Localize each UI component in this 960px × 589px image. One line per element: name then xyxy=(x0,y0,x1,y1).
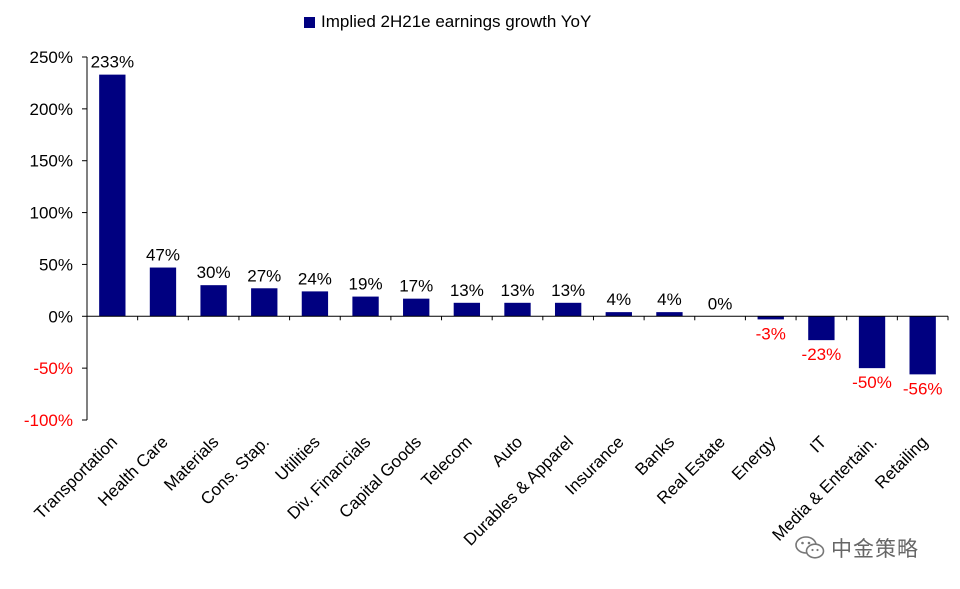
data-label: -50% xyxy=(852,373,892,392)
x-tick-label: Telecom xyxy=(417,432,475,490)
bar xyxy=(352,296,379,317)
data-label: 24% xyxy=(298,269,332,288)
data-label: 233% xyxy=(91,53,134,72)
x-tick-label: Energy xyxy=(728,432,780,484)
wechat-icon xyxy=(795,536,825,559)
data-label: 19% xyxy=(349,275,383,294)
legend-swatch xyxy=(304,16,315,28)
bar xyxy=(808,316,835,341)
legend: Implied 2H21e earnings growth YoY xyxy=(304,11,591,33)
data-label: 17% xyxy=(399,277,433,296)
data-label: 13% xyxy=(500,281,534,300)
data-label: 4% xyxy=(657,290,682,309)
y-tick-label: 100% xyxy=(30,204,73,223)
data-label: 30% xyxy=(197,263,231,282)
x-tick-label: Auto xyxy=(488,432,526,470)
legend-label: Implied 2H21e earnings growth YoY xyxy=(321,12,592,31)
data-label: -23% xyxy=(802,345,842,364)
x-tick-label: IT xyxy=(806,432,830,456)
bar xyxy=(149,267,177,317)
data-label: 13% xyxy=(450,281,484,300)
bar xyxy=(757,316,784,320)
bar xyxy=(251,288,278,317)
data-label: 4% xyxy=(607,290,632,309)
bar xyxy=(605,312,632,317)
x-tick-label: Banks xyxy=(631,432,678,479)
y-tick-label: 0% xyxy=(48,307,73,326)
bar xyxy=(858,316,886,369)
y-tick-label: -100% xyxy=(24,411,73,430)
x-tick-label: Retailing xyxy=(871,432,931,492)
y-tick-label: 250% xyxy=(30,48,73,67)
y-tick-label: 200% xyxy=(30,100,73,119)
y-tick-label: 50% xyxy=(39,255,73,274)
bar xyxy=(99,74,126,317)
data-label: 0% xyxy=(708,294,733,313)
data-label: 47% xyxy=(146,246,180,265)
data-label: -3% xyxy=(756,324,786,343)
watermark-text: 中金策略 xyxy=(831,538,919,561)
bar xyxy=(200,285,227,317)
watermark: 中金策略 xyxy=(795,533,919,563)
data-label: 27% xyxy=(247,266,281,285)
bar xyxy=(453,302,481,317)
y-tick-label: -50% xyxy=(33,359,73,378)
bar xyxy=(909,316,936,375)
data-label: 13% xyxy=(551,281,585,300)
bar xyxy=(504,302,531,317)
y-tick-label: 150% xyxy=(30,152,73,171)
bar xyxy=(656,312,683,317)
data-label: -56% xyxy=(903,379,943,398)
bar xyxy=(301,291,329,317)
bar xyxy=(554,302,582,317)
bar xyxy=(403,298,430,317)
